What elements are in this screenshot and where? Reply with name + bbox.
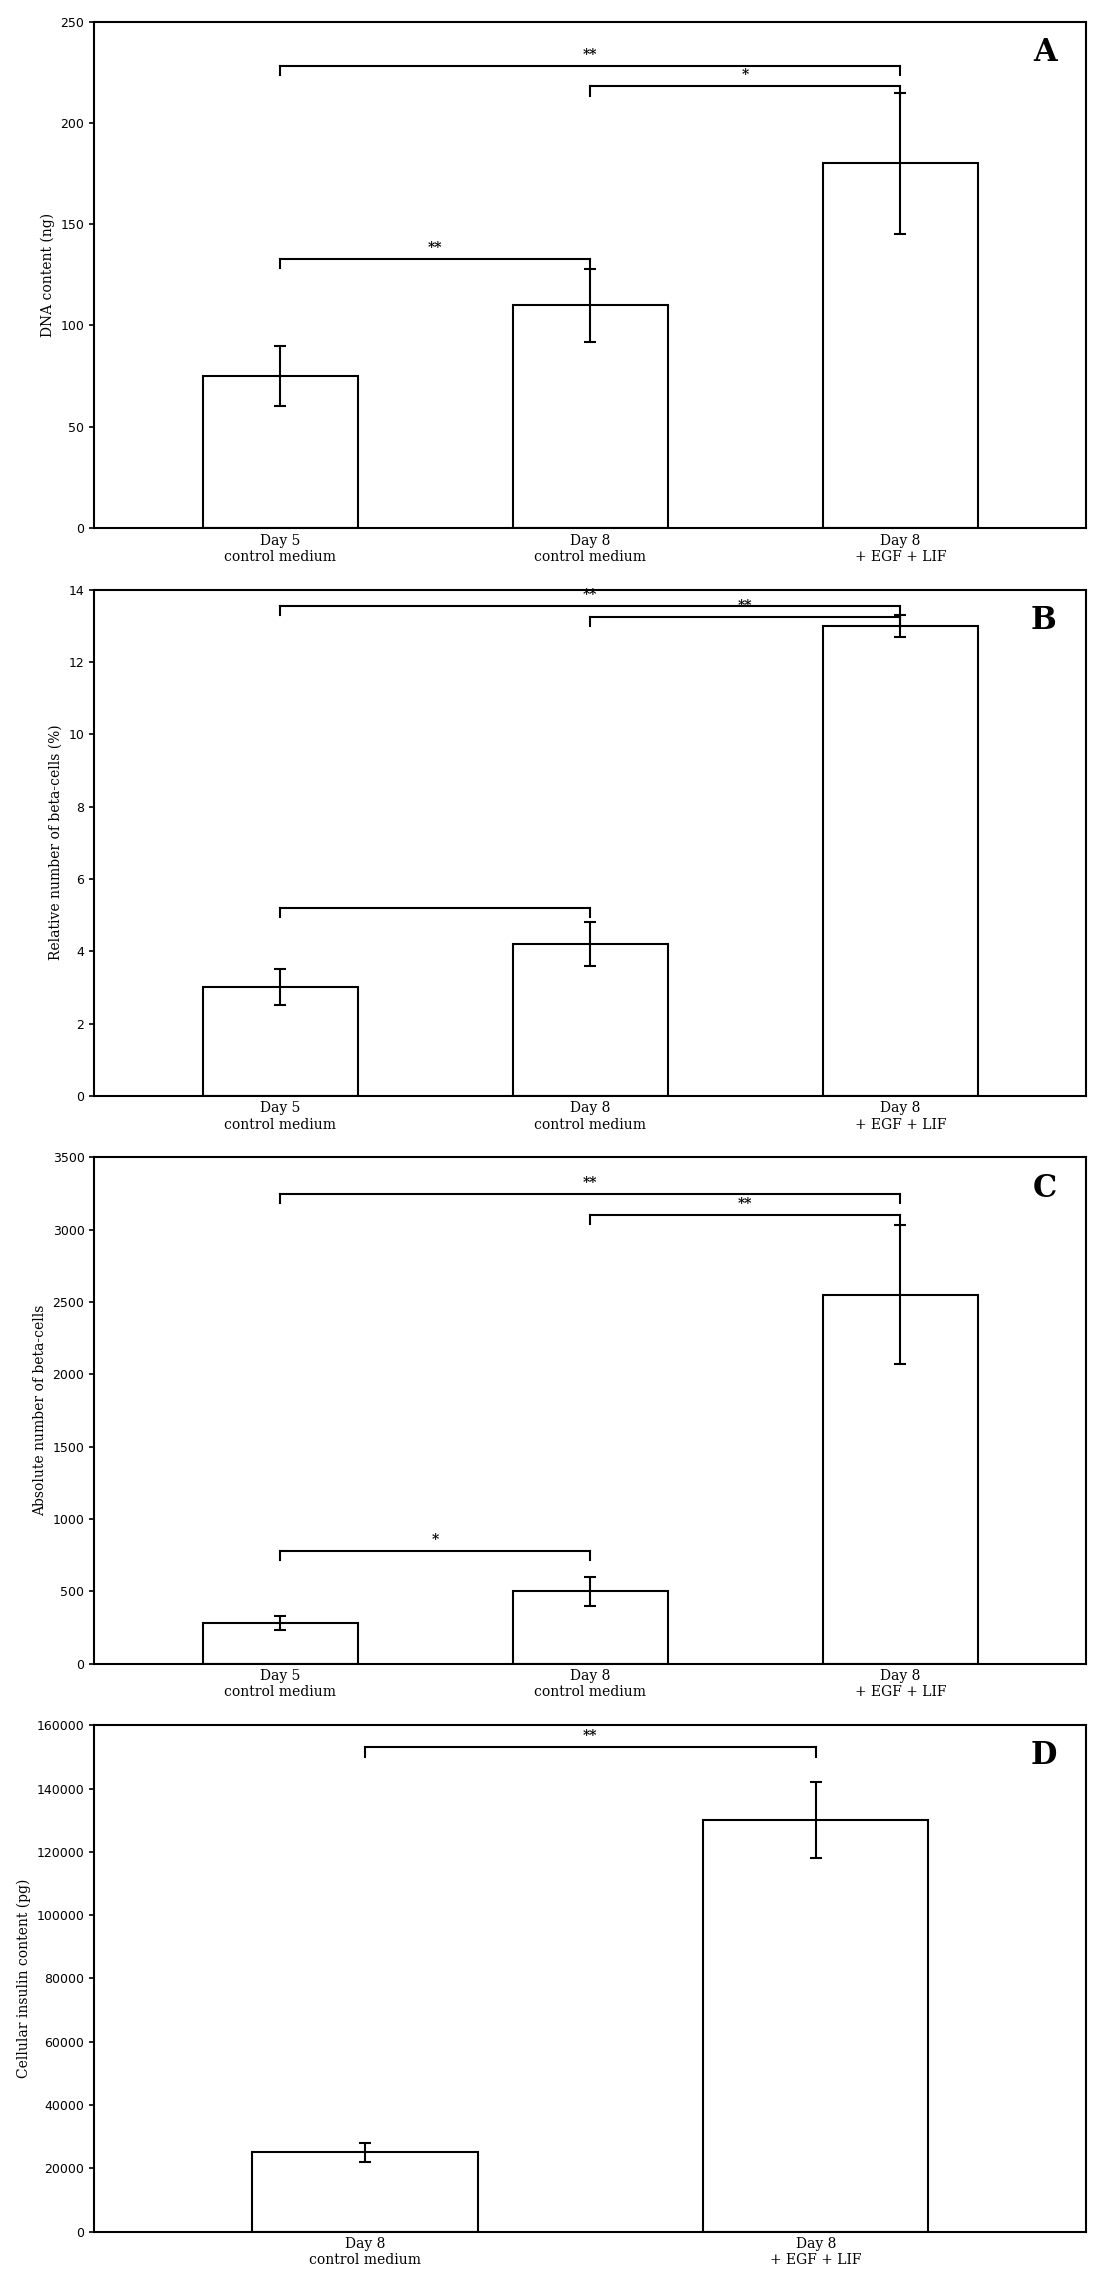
Text: **: ** — [583, 587, 598, 601]
Bar — [513, 943, 667, 1096]
Text: B: B — [1031, 605, 1057, 635]
Text: A: A — [1032, 37, 1057, 69]
Bar — [513, 1592, 667, 1663]
Text: **: ** — [428, 240, 442, 254]
Bar — [823, 1295, 978, 1663]
Text: D: D — [1030, 1740, 1057, 1772]
Bar — [203, 1624, 357, 1663]
Bar — [253, 2152, 478, 2231]
Text: **: ** — [583, 1176, 598, 1190]
Text: **: ** — [583, 1729, 598, 1743]
Bar — [203, 987, 357, 1096]
Text: **: ** — [583, 48, 598, 62]
Text: C: C — [1032, 1172, 1057, 1204]
Bar — [513, 306, 667, 528]
Y-axis label: Absolute number of beta-cells: Absolute number of beta-cells — [33, 1304, 47, 1517]
Text: *: * — [431, 1533, 439, 1546]
Text: **: ** — [738, 598, 752, 612]
Text: **: ** — [738, 1197, 752, 1211]
Bar — [823, 164, 978, 528]
Y-axis label: DNA content (ng): DNA content (ng) — [41, 212, 55, 336]
Bar — [823, 626, 978, 1096]
Y-axis label: Relative number of beta-cells (%): Relative number of beta-cells (%) — [49, 724, 63, 962]
Y-axis label: Cellular insulin content (pg): Cellular insulin content (pg) — [17, 1880, 31, 2078]
Text: *: * — [741, 69, 749, 82]
Bar — [703, 1820, 929, 2231]
Bar — [203, 377, 357, 528]
